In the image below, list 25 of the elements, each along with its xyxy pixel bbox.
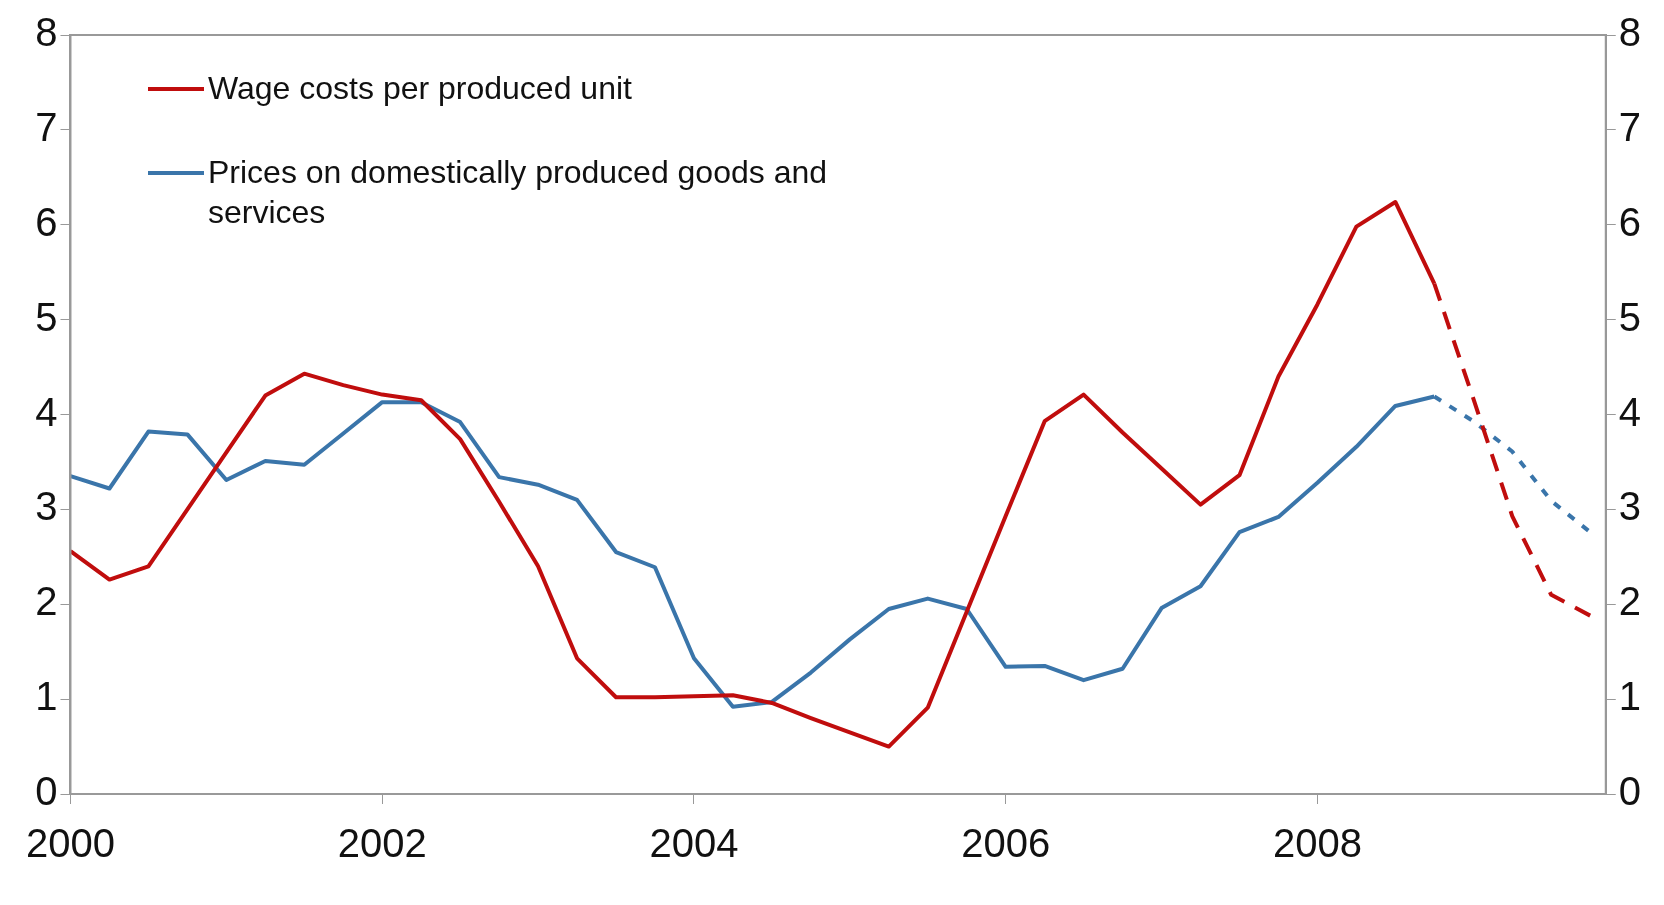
y-tick-label: 0	[35, 769, 58, 814]
x-tick-label: 2004	[649, 821, 739, 866]
x-tick-label: 2002	[337, 821, 427, 866]
y2-tick-label: 4	[1618, 389, 1641, 434]
y2-tick-label: 2	[1618, 579, 1641, 624]
y2-tick-label: 0	[1618, 769, 1641, 814]
y2-tick-label: 7	[1618, 104, 1641, 149]
y2-tick-label: 5	[1618, 294, 1641, 339]
legend-label: Prices on domestically produced goods and services	[208, 153, 829, 232]
y-tick-label: 2	[35, 579, 58, 624]
x-tick-label: 2006	[961, 821, 1051, 866]
y-tick-label: 7	[35, 104, 58, 149]
y-tick-label: 8	[35, 10, 58, 55]
y2-tick-label: 1	[1618, 674, 1641, 719]
y2-tick-label: 8	[1618, 10, 1641, 55]
x-tick-label: 2008	[1272, 821, 1362, 866]
y-tick-label: 3	[35, 484, 58, 529]
y2-tick-label: 3	[1618, 484, 1641, 529]
y-tick-label: 6	[35, 199, 58, 244]
y2-tick-label: 6	[1618, 199, 1641, 244]
x-tick-label: 2000	[26, 821, 115, 866]
y-tick-label: 1	[35, 674, 58, 719]
legend-label: Wage costs per produced unit	[208, 69, 632, 108]
y-tick-label: 5	[35, 294, 58, 339]
y-tick-label: 4	[35, 389, 58, 434]
